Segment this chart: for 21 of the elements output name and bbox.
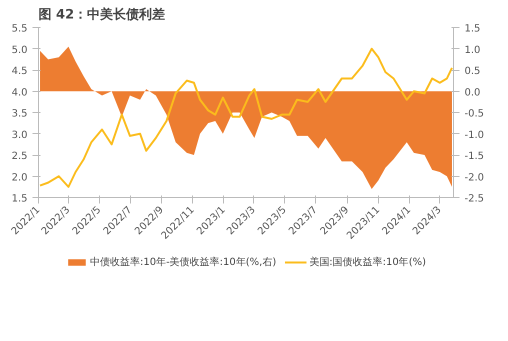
- y-tick-label: 3.0: [12, 130, 28, 141]
- y-tick-label: 1.5: [12, 194, 28, 204]
- y2-tick-label: 1.5: [464, 24, 480, 34]
- y2-tick-label: -1.5: [464, 151, 484, 162]
- y-tick-label: 3.5: [12, 108, 28, 120]
- y-tick-label: 4.0: [12, 87, 28, 98]
- y2-tick-label: 0.5: [464, 66, 480, 77]
- y2-tick-label: 1.0: [464, 44, 480, 56]
- y2-tick-label: 0.0: [464, 87, 480, 98]
- y-tick-label: 2.0: [12, 172, 28, 184]
- y2-tick-label: -1.0: [464, 130, 484, 141]
- y2-tick-label: -2.5: [464, 194, 484, 204]
- y2-tick-label: -0.5: [464, 108, 484, 120]
- legend-label: 美国:国债收益率:10年(%): [309, 256, 426, 269]
- y-tick-label: 5.5: [12, 24, 28, 34]
- legend-label: 中债收益率:10年-美债收益率:10年(%,右): [90, 256, 276, 269]
- y-tick-label: 4.5: [12, 66, 28, 77]
- y-tick-label: 5.0: [12, 44, 28, 56]
- y-tick-label: 2.5: [12, 151, 28, 162]
- y2-tick-label: -2.0: [464, 172, 484, 184]
- chart-title: 图 42：中美长债利差: [38, 6, 166, 22]
